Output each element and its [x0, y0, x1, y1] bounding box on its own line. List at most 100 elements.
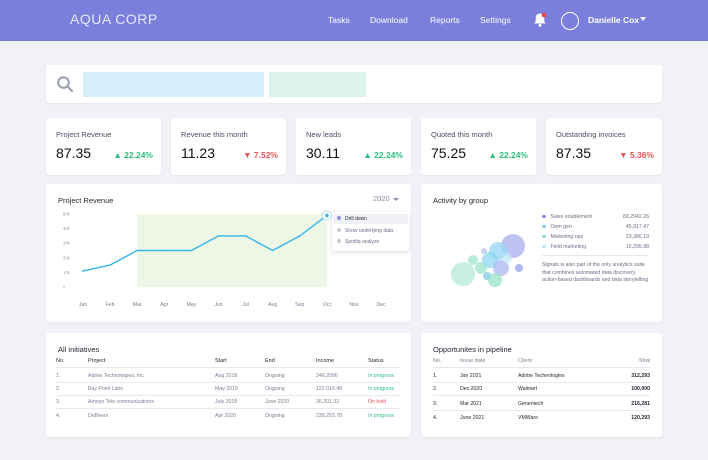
- y-tick-label: 0: [63, 285, 66, 290]
- brand-logo[interactable]: AQUA CORP: [70, 11, 158, 27]
- y-tick-label: 10k: [63, 270, 71, 275]
- divider: [433, 395, 650, 396]
- card-title: Project Revenue: [58, 196, 114, 205]
- divider: [56, 395, 401, 396]
- kpi-card[interactable]: Outstanding invoices 87.35 ▼ 5.36%: [546, 118, 662, 175]
- data-point: [109, 264, 111, 266]
- nav-item-settings[interactable]: Settings: [480, 15, 511, 25]
- cell-total: 216,281: [631, 401, 650, 407]
- bubble: [475, 262, 487, 274]
- cell-project: Bay Point Labs: [88, 386, 123, 392]
- cell-total: 100,000: [631, 386, 650, 392]
- chevron-down-icon[interactable]: [640, 17, 646, 21]
- bubble: [502, 253, 512, 263]
- x-tick-label: Oct: [323, 302, 332, 308]
- bubble: [515, 264, 523, 272]
- column-header[interactable]: Start: [215, 358, 227, 364]
- nav-item-download[interactable]: Download: [370, 15, 408, 25]
- card-title: Activity by group: [433, 196, 489, 205]
- kpi-card[interactable]: Project Revenue 87.35 ▲ 22.24%: [46, 118, 161, 175]
- column-header[interactable]: Status: [368, 358, 384, 364]
- cell-end: Ongoing: [265, 413, 285, 419]
- chevron-down-icon[interactable]: [393, 198, 399, 201]
- column-header[interactable]: Issue date: [460, 358, 486, 364]
- kpi-card[interactable]: Quoted this month 75.25 ▲ 22.24%: [421, 118, 536, 175]
- cell-project: Alpine Technologies, Inc: [88, 373, 144, 379]
- column-header[interactable]: No.: [56, 358, 65, 364]
- x-tick-label: Dec: [376, 302, 386, 308]
- triangle-up-icon: ▲: [363, 150, 372, 160]
- legend-dot-icon: [542, 244, 546, 248]
- menu-highlight: [333, 214, 408, 224]
- x-tick-label: Apr: [160, 302, 168, 308]
- x-tick-label: Jan: [79, 302, 87, 308]
- menu-item-drill-down[interactable]: Drill down: [337, 216, 367, 222]
- legend-dot-icon: [542, 224, 546, 228]
- legend-item: Field marketing 15,295.98: [542, 244, 649, 250]
- cell-income: 122,013.48: [316, 386, 342, 392]
- menu-item-analyze[interactable]: Spotfiq analyze: [337, 239, 379, 245]
- x-tick-label: Aug: [268, 302, 277, 308]
- status-badge: In progress: [368, 373, 394, 379]
- cell-client: Adobe Technologies: [518, 373, 565, 379]
- legend-dot-icon: [542, 234, 546, 238]
- kpi-label: Outstanding invoices: [556, 130, 626, 139]
- user-name[interactable]: Danielle Cox: [588, 15, 640, 25]
- data-point: [163, 249, 166, 252]
- year-select[interactable]: 2020: [373, 194, 390, 203]
- bubble: [488, 273, 502, 287]
- column-header[interactable]: End: [265, 358, 275, 364]
- nav-item-reports[interactable]: Reports: [430, 15, 460, 25]
- x-tick-label: May: [186, 302, 196, 308]
- status-badge: On hold: [368, 399, 387, 405]
- search-input[interactable]: [83, 72, 264, 97]
- divider: [542, 255, 649, 256]
- legend-item: Sales enablement 83,2942.26: [542, 214, 649, 220]
- bubble: [481, 248, 487, 254]
- kpi-delta: ▼ 5.36%: [619, 150, 654, 160]
- column-header[interactable]: Client: [518, 358, 533, 364]
- series-line: [82, 214, 328, 272]
- kpi-value: 87.35: [556, 145, 592, 161]
- kpi-label: New leads: [306, 130, 342, 139]
- kpi-value: 87.35: [56, 145, 92, 161]
- kpi-delta: ▲ 22.24%: [488, 150, 528, 160]
- kpi-delta: ▲ 22.24%: [113, 150, 153, 160]
- divider: [433, 367, 650, 368]
- column-header[interactable]: Total: [638, 358, 650, 364]
- kpi-card[interactable]: Revenue this month 11.23 ▼ 7.52%: [171, 118, 286, 175]
- project-revenue-card: Project Revenue 2020 0 10k 20k 30k 40k 50k Jan…: [46, 184, 411, 322]
- cell-no: 2.: [56, 386, 61, 392]
- column-header[interactable]: No.: [433, 358, 442, 364]
- top-navigation-bar: AQUA CORP Tasks Download Reports Setting…: [0, 0, 708, 41]
- x-tick-label: Feb: [106, 302, 115, 308]
- activity-description: Signals is also part of the only analyti…: [542, 262, 649, 283]
- cell-start: May 2019: [215, 386, 238, 392]
- data-point: [136, 249, 139, 252]
- column-header[interactable]: Income: [316, 358, 335, 364]
- data-point: [217, 235, 220, 237]
- data-point: [325, 213, 329, 218]
- divider: [433, 410, 650, 411]
- avatar-icon[interactable]: [561, 12, 579, 30]
- kpi-delta: ▼ 7.52%: [243, 150, 278, 160]
- activity-card: Activity by group Sales enablement 83,294…: [421, 184, 662, 322]
- dot-icon: [337, 239, 341, 243]
- search-icon[interactable]: [56, 75, 74, 93]
- bubble: [493, 260, 509, 276]
- bell-icon[interactable]: [533, 12, 547, 28]
- kpi-card[interactable]: New leads 30.11 ▲ 22.24%: [296, 118, 411, 175]
- nav-item-tasks[interactable]: Tasks: [328, 15, 350, 25]
- cell-end: Ongoing: [265, 373, 285, 379]
- kpi-value: 30.11: [306, 145, 340, 161]
- status-badge: In progress: [368, 413, 394, 419]
- menu-item-show-data[interactable]: Show underlying data: [337, 228, 393, 234]
- kpi-label: Project Revenue: [56, 130, 112, 139]
- kpi-value: 11.23: [181, 145, 215, 161]
- column-header[interactable]: Project: [88, 358, 106, 364]
- x-tick-label: Sep: [295, 302, 304, 308]
- cell-no: 4.: [433, 415, 438, 421]
- card-title: Opportunites in pipeline: [433, 345, 512, 354]
- search-filter-chip[interactable]: [269, 72, 366, 97]
- cell-date: Mar 2021: [460, 401, 482, 407]
